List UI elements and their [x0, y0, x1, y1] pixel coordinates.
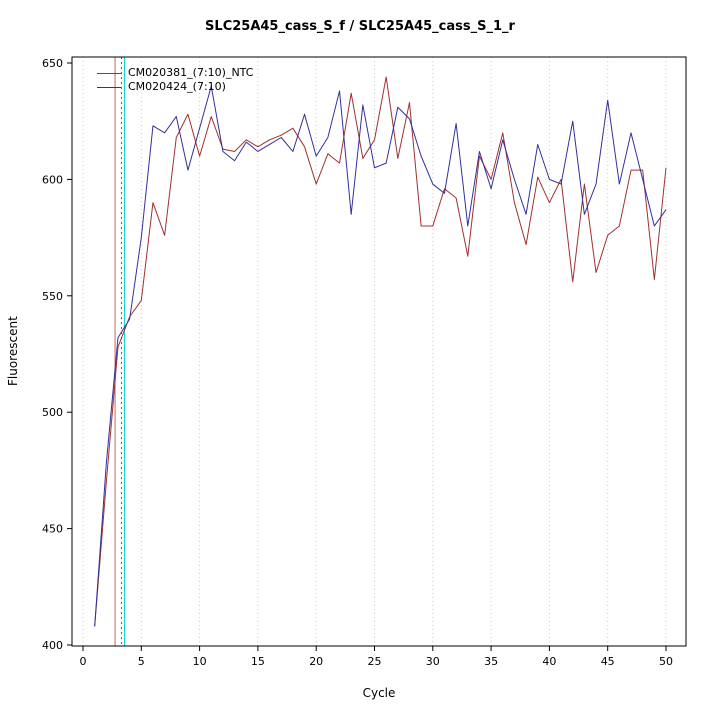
y-tick-label: 600	[42, 173, 63, 186]
x-tick-label: 50	[659, 655, 673, 668]
x-tick-label: 15	[251, 655, 265, 668]
x-tick-label: 35	[484, 655, 498, 668]
chart-title: SLC25A45_cass_S_f / SLC25A45_cass_S_1_r	[205, 19, 515, 34]
x-tick-label: 0	[80, 655, 87, 668]
y-tick-label: 450	[42, 523, 63, 536]
x-tick-label: 45	[601, 655, 615, 668]
legend-item: CM020381_(7:10)_NTC	[97, 66, 253, 80]
series-line-CM020381_(7:10)_NTC	[94, 76, 667, 627]
legend-label: CM020424_(7:10)	[128, 80, 226, 93]
series-line-swatch	[97, 72, 121, 74]
series-line-CM020424_(7:10)	[94, 85, 667, 627]
legend-label: CM020381_(7:10)_NTC	[128, 66, 254, 79]
y-tick-label: 500	[42, 406, 63, 419]
x-tick-label: 5	[138, 655, 145, 668]
x-tick-label: 10	[193, 655, 207, 668]
x-tick-label: 20	[309, 655, 323, 668]
y-tick-label: 650	[42, 57, 63, 70]
series-line-swatch	[97, 86, 121, 88]
x-tick-label: 30	[426, 655, 440, 668]
plot-frame	[71, 56, 687, 647]
x-tick-label: 25	[368, 655, 382, 668]
y-tick-label: 550	[42, 290, 63, 303]
legend-item: CM020424_(7:10)	[97, 80, 253, 94]
x-tick-label: 40	[542, 655, 556, 668]
legend: CM020381_(7:10)_NTC CM020424_(7:10)	[97, 66, 253, 94]
x-axis-label: Cycle	[362, 686, 396, 700]
y-tick-label: 400	[42, 639, 63, 652]
